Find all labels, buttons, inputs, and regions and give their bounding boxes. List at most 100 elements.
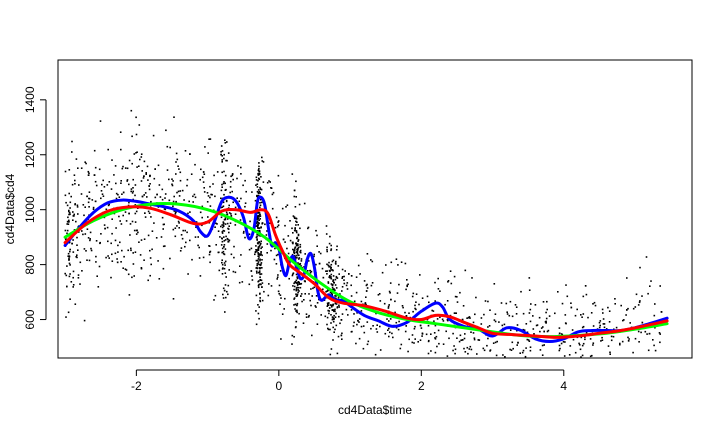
scatter-point (296, 243, 299, 246)
scatter-point (130, 190, 132, 193)
scatter-point (299, 246, 302, 248)
scatter-point (257, 179, 259, 182)
scatter-point (500, 302, 503, 304)
scatter-point (330, 306, 333, 308)
scatter-point (67, 255, 69, 257)
scatter-point (326, 248, 328, 251)
scatter-point (385, 264, 387, 266)
scatter-point (494, 341, 497, 344)
scatter-point (449, 270, 452, 272)
scatter-point (332, 283, 334, 286)
scatter-point (293, 336, 295, 338)
scatter-point (223, 181, 225, 183)
scatter-point (95, 255, 97, 258)
scatter-point (249, 220, 251, 223)
scatter-point (149, 249, 151, 252)
scatter-point (197, 236, 199, 238)
scatter-point (280, 297, 282, 299)
scatter-point (254, 199, 257, 202)
scatter-point (147, 210, 150, 213)
scatter-point (106, 226, 109, 229)
scatter-point (149, 274, 151, 277)
scatter-point (221, 247, 224, 250)
scatter-point (111, 253, 113, 256)
scatter-point (146, 165, 149, 168)
scatter-point (64, 194, 67, 197)
scatter-point (207, 216, 209, 218)
scatter-point (260, 242, 262, 245)
scatter-point (565, 284, 567, 286)
scatter-point (293, 288, 295, 291)
scatter-point (530, 303, 532, 305)
scatter-point (434, 281, 436, 284)
scatter-point (461, 339, 464, 341)
scatter-point (131, 220, 134, 223)
scatter-point (272, 191, 275, 194)
scatter-point (322, 276, 325, 279)
scatter-point (226, 141, 228, 143)
scatter-point (261, 246, 263, 248)
scatter-point (258, 245, 261, 247)
scatter-point (296, 251, 299, 254)
scatter-point (592, 325, 595, 327)
scatter-point (352, 325, 355, 327)
scatter-point (626, 277, 628, 279)
scatter-point (199, 178, 201, 181)
scatter-point (434, 324, 437, 327)
scatter-point (260, 283, 262, 286)
scatter-point (260, 176, 262, 178)
scatter-point (594, 304, 597, 307)
scatter-point (225, 211, 228, 214)
scatter-point (536, 324, 539, 326)
scatter-point (222, 229, 225, 232)
scatter-point (241, 281, 244, 283)
scatter-point (607, 345, 610, 347)
scatter-point (284, 224, 286, 227)
scatter-point (261, 286, 263, 288)
scatter-point (529, 320, 532, 323)
scatter-point (326, 246, 328, 249)
scatter-point (123, 255, 125, 258)
scatter-point (256, 217, 258, 219)
scatter-point (564, 314, 567, 316)
scatter-point (501, 324, 504, 327)
scatter-point (89, 238, 91, 240)
scatter-point (295, 304, 298, 307)
scatter-point (103, 186, 106, 188)
scatter-point (297, 281, 299, 283)
scatter-point (468, 316, 471, 318)
scatter-point (231, 174, 234, 177)
scatter-point (175, 200, 177, 203)
scatter-point (295, 220, 297, 223)
scatter-point (169, 146, 171, 149)
scatter-point (296, 311, 298, 314)
scatter-point (274, 247, 276, 250)
scatter-point (214, 226, 216, 228)
scatter-point (126, 167, 129, 170)
scatter-point (332, 259, 335, 262)
scatter-point (447, 281, 449, 283)
scatter-point (293, 229, 296, 232)
scatter-point (487, 337, 489, 340)
scatter-point (257, 192, 260, 194)
scatter-point (198, 257, 201, 259)
scatter-point (260, 262, 263, 264)
scatter-point (66, 265, 68, 267)
scatter-point (164, 245, 166, 247)
scatter-point (231, 173, 234, 175)
scatter-point (164, 193, 167, 195)
scatter-point (452, 349, 454, 352)
scatter-point (539, 349, 542, 351)
scatter-point (334, 316, 337, 318)
scatter-point (162, 223, 165, 226)
scatter-point (257, 242, 259, 245)
scatter-point (223, 153, 225, 156)
scatter-point (386, 318, 388, 320)
scatter-point (169, 257, 171, 260)
scatter-point (191, 258, 193, 261)
scatter-point (224, 174, 227, 177)
scatter-point (227, 207, 230, 209)
scatter-point (638, 301, 641, 304)
scatter-point (609, 351, 611, 354)
